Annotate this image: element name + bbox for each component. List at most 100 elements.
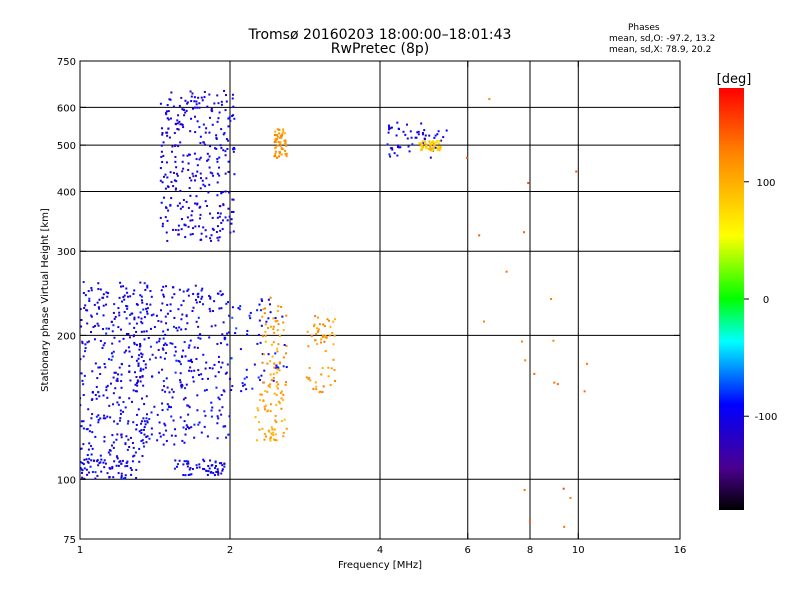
data-point [181, 384, 184, 387]
data-point [215, 147, 218, 150]
data-point [421, 140, 424, 143]
data-point [262, 381, 265, 384]
data-point [196, 120, 199, 123]
data-point [196, 394, 199, 397]
data-point [133, 289, 136, 292]
data-point [192, 292, 195, 295]
data-point [187, 473, 190, 476]
data-point [145, 330, 148, 333]
data-point [197, 295, 200, 298]
data-point [140, 422, 143, 425]
data-point [217, 102, 220, 105]
data-point [166, 239, 169, 242]
data-point [396, 146, 399, 149]
data-point [283, 132, 286, 135]
data-point [274, 139, 277, 142]
data-point [132, 455, 135, 458]
data-point [214, 375, 217, 378]
data-point [194, 131, 197, 134]
data-point [112, 376, 115, 379]
data-point [162, 433, 165, 436]
data-point [224, 172, 227, 175]
data-point [133, 318, 136, 321]
data-point [204, 131, 207, 134]
data-point [167, 110, 170, 113]
data-point [169, 98, 172, 101]
data-point [194, 284, 197, 287]
data-point [329, 383, 332, 386]
data-point [421, 143, 424, 146]
data-point [332, 343, 335, 346]
data-point [445, 129, 448, 132]
data-point [146, 420, 149, 423]
data-point [227, 117, 230, 120]
data-point [126, 422, 129, 425]
data-point [228, 415, 231, 418]
data-point [215, 136, 218, 139]
data-point [106, 415, 109, 418]
data-point [233, 173, 236, 176]
data-point [181, 355, 184, 358]
data-point [278, 150, 281, 153]
data-point [272, 431, 275, 434]
data-point [217, 417, 220, 420]
data-point [233, 117, 236, 120]
data-point [166, 312, 169, 315]
data-point [389, 147, 392, 150]
data-point [136, 380, 139, 383]
data-point [274, 152, 277, 155]
data-point [214, 324, 217, 327]
data-point [399, 146, 402, 149]
data-point [150, 427, 153, 430]
data-point [113, 303, 116, 306]
data-point [521, 340, 524, 343]
data-point [161, 133, 164, 136]
data-point [207, 158, 210, 161]
data-point [113, 460, 116, 463]
data-point [245, 368, 248, 371]
data-point [226, 343, 229, 346]
data-point [80, 372, 83, 375]
data-point [141, 397, 144, 400]
data-point [104, 366, 107, 369]
data-point [263, 408, 266, 411]
data-point [111, 330, 114, 333]
data-point [420, 148, 423, 151]
data-point [232, 114, 235, 117]
data-point [265, 320, 268, 323]
data-point [220, 128, 223, 131]
data-point [314, 381, 317, 384]
data-point [422, 145, 425, 148]
data-point [218, 409, 221, 412]
data-point [204, 200, 207, 203]
data-point [217, 212, 220, 215]
data-point [183, 460, 186, 463]
data-point [133, 454, 136, 457]
data-point [216, 160, 219, 163]
data-point [193, 115, 196, 118]
data-point [430, 142, 433, 145]
data-point [264, 323, 267, 326]
data-point [227, 160, 230, 163]
data-point [90, 289, 93, 292]
data-point [207, 377, 210, 380]
data-point [228, 116, 231, 119]
data-point [191, 219, 194, 222]
data-point [215, 137, 218, 140]
data-point [179, 381, 182, 384]
data-point [434, 146, 437, 149]
data-point [181, 108, 184, 111]
colorbar-tick-label: 0 [763, 295, 769, 306]
data-point [114, 371, 117, 374]
data-point [209, 171, 212, 174]
data-point [232, 230, 235, 233]
data-point [141, 439, 144, 442]
data-point [263, 369, 266, 372]
y-tick-label: 200 [57, 331, 76, 342]
data-point [106, 295, 109, 298]
data-point [277, 383, 280, 386]
data-point [231, 316, 234, 319]
data-point [432, 145, 435, 148]
data-point [322, 385, 325, 388]
data-point [524, 359, 527, 362]
